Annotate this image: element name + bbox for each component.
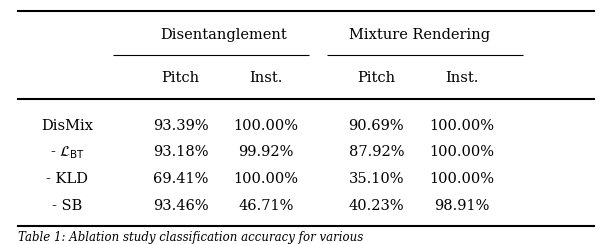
Text: Inst.: Inst.	[250, 71, 283, 85]
Text: 87.92%: 87.92%	[349, 145, 404, 160]
Text: Mixture Rendering: Mixture Rendering	[349, 28, 490, 42]
Text: - SB: - SB	[52, 199, 83, 213]
Text: Disentanglement: Disentanglement	[160, 28, 287, 42]
Text: Inst.: Inst.	[446, 71, 479, 85]
Text: 98.91%: 98.91%	[435, 199, 490, 213]
Text: 46.71%: 46.71%	[239, 199, 294, 213]
Text: - $\mathcal{L}_{\mathrm{BT}}$: - $\mathcal{L}_{\mathrm{BT}}$	[50, 144, 85, 161]
Text: DisMix: DisMix	[42, 119, 93, 133]
Text: 40.23%: 40.23%	[349, 199, 404, 213]
Text: Pitch: Pitch	[162, 71, 200, 85]
Text: Pitch: Pitch	[357, 71, 395, 85]
Text: 100.00%: 100.00%	[430, 145, 494, 160]
Text: 93.39%: 93.39%	[153, 119, 208, 133]
Text: 100.00%: 100.00%	[234, 119, 299, 133]
Text: - KLD: - KLD	[47, 172, 88, 186]
Text: 99.92%: 99.92%	[239, 145, 294, 160]
Text: 100.00%: 100.00%	[234, 172, 299, 186]
Text: 69.41%: 69.41%	[153, 172, 208, 186]
Text: 93.46%: 93.46%	[153, 199, 208, 213]
Text: 93.18%: 93.18%	[153, 145, 208, 160]
Text: 35.10%: 35.10%	[349, 172, 404, 186]
Text: 100.00%: 100.00%	[430, 119, 494, 133]
Text: 90.69%: 90.69%	[349, 119, 404, 133]
Text: Table 1: Ablation study classification accuracy for various: Table 1: Ablation study classification a…	[18, 231, 364, 244]
Text: 100.00%: 100.00%	[430, 172, 494, 186]
